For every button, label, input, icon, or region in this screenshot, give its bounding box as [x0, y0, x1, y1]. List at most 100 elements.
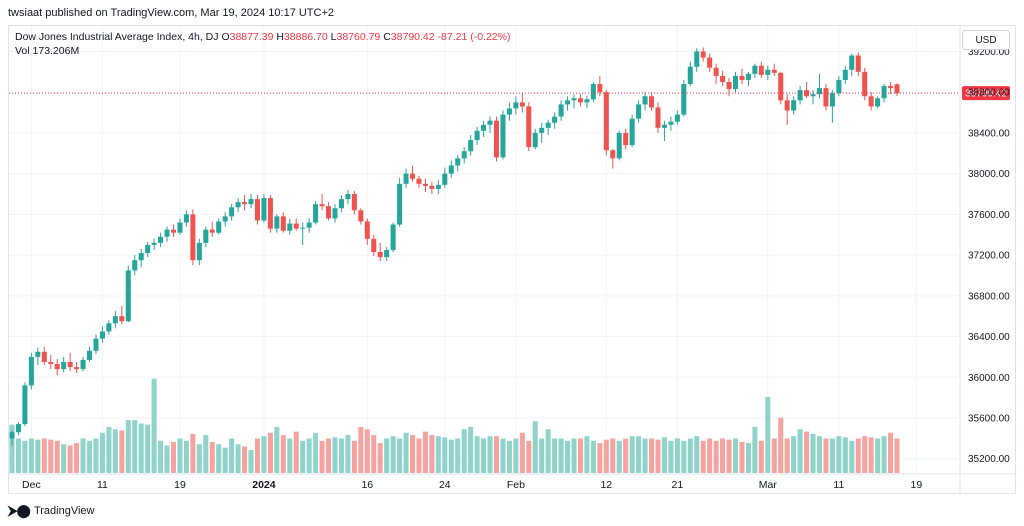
- legend-change: -87.21 (-0.22%): [437, 31, 511, 43]
- candle-body: [526, 106, 532, 148]
- candle: [539, 122, 545, 144]
- candle-body: [119, 316, 125, 322]
- candle-body: [416, 178, 422, 184]
- candle-body: [532, 132, 538, 148]
- volume-bar: [261, 436, 267, 473]
- price-tick-label: 37600.00: [968, 210, 1010, 221]
- candle: [442, 167, 448, 188]
- candle-body: [836, 79, 842, 94]
- candle-body: [35, 351, 41, 357]
- candle: [571, 94, 577, 109]
- brand-name: TradingView: [33, 505, 95, 517]
- volume-bars: [9, 378, 900, 473]
- candle: [461, 147, 467, 164]
- candle: [248, 194, 254, 209]
- volume-bar: [842, 437, 848, 473]
- candle-body: [797, 90, 803, 101]
- candle-body: [448, 165, 454, 174]
- candle-body: [481, 124, 487, 131]
- candle: [506, 102, 512, 121]
- candle: [816, 73, 823, 99]
- volume-bar: [784, 438, 790, 473]
- currency-button[interactable]: USD: [962, 30, 1010, 50]
- legend-volume-value: 173.206M: [32, 45, 80, 57]
- volume-bar: [623, 438, 629, 473]
- volume-bar: [351, 440, 357, 473]
- candle: [493, 116, 500, 162]
- candle-body: [93, 338, 99, 351]
- candle: [823, 84, 829, 111]
- candle: [616, 130, 622, 161]
- volume-bar: [158, 440, 164, 473]
- candle: [642, 92, 648, 111]
- candle-body: [390, 224, 396, 250]
- candle-body: [86, 350, 93, 360]
- volume-bar: [816, 436, 823, 473]
- candle: [765, 65, 771, 80]
- candle-body: [190, 214, 196, 261]
- candle: [300, 222, 306, 245]
- candle: [784, 94, 790, 125]
- volume-bar: [319, 440, 325, 473]
- candle-body: [54, 364, 60, 370]
- candle-body: [313, 204, 319, 223]
- candle: [293, 218, 299, 231]
- volume-bar: [778, 417, 784, 473]
- volume-bar: [804, 431, 810, 473]
- candle-body: [752, 65, 758, 74]
- price-tick-label: 36400.00: [968, 332, 1010, 343]
- legend-symbol[interactable]: Dow Jones Industrial Average Index, 4h, …: [15, 31, 219, 43]
- candle: [216, 218, 222, 235]
- candle: [558, 100, 564, 121]
- volume-bar: [170, 441, 177, 473]
- candle: [371, 234, 377, 257]
- footer-brand[interactable]: ⮞⬤ TradingView: [8, 503, 95, 519]
- candle: [577, 94, 583, 107]
- candle: [112, 311, 118, 329]
- volume-bar: [48, 439, 54, 473]
- volume-bar: [694, 436, 700, 473]
- candle-body: [429, 185, 435, 189]
- candle: [229, 204, 235, 221]
- candle-body: [558, 104, 564, 117]
- candle: [326, 202, 332, 221]
- candle: [629, 114, 635, 148]
- volume-bar: [700, 440, 706, 473]
- legend-volume-label: Vol: [15, 45, 30, 57]
- volume-bar: [713, 440, 719, 473]
- candle-body: [183, 214, 189, 223]
- volume-bar: [222, 447, 228, 473]
- candle-body: [629, 118, 635, 146]
- candle-body: [384, 250, 390, 258]
- volume-bar: [293, 431, 299, 473]
- time-tick-label: 12: [600, 479, 612, 491]
- legend-open-value: 38877.39: [229, 31, 274, 43]
- volume-bar: [513, 438, 519, 473]
- candle: [610, 149, 616, 169]
- candle: [888, 82, 894, 95]
- candle: [855, 52, 861, 76]
- candle-body: [300, 227, 306, 229]
- volume-bar: [422, 431, 428, 473]
- candle: [584, 96, 590, 109]
- candle: [403, 168, 409, 188]
- volume-bar: [67, 445, 73, 473]
- candle: [35, 347, 41, 366]
- candle: [700, 47, 706, 62]
- candle: [209, 221, 215, 237]
- last-price-tag: [962, 86, 1010, 101]
- candle-body: [745, 73, 751, 80]
- candle: [338, 195, 344, 213]
- volume-bar: [416, 438, 422, 473]
- candle-body: [487, 120, 493, 125]
- volume-bar: [106, 427, 112, 473]
- candle-body: [158, 236, 164, 243]
- candle-body: [397, 183, 403, 225]
- candle: [778, 71, 784, 105]
- candle-body: [862, 71, 868, 97]
- volume-bar: [183, 440, 189, 473]
- time-tick-label: 19: [911, 479, 923, 491]
- candle-body: [687, 66, 693, 85]
- candle-body: [726, 82, 732, 90]
